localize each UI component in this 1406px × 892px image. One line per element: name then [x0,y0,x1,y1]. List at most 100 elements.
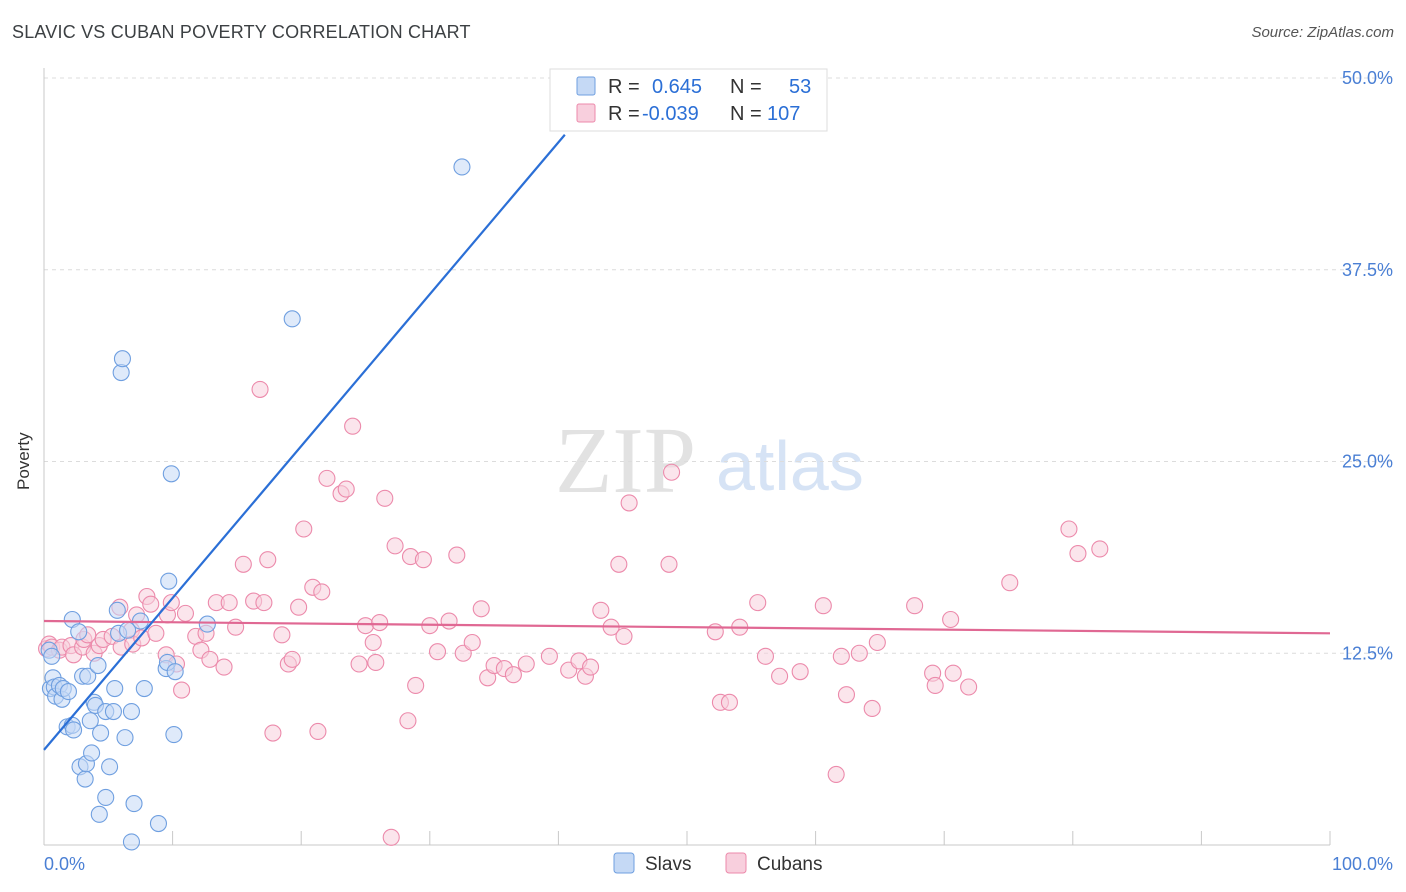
cubans-point-111 [960,678,978,696]
slavs-points [40,158,471,851]
cubans-point-89 [660,555,678,573]
cubans-point-27 [173,681,191,699]
cubans-point-61 [382,828,400,846]
chart-title: SLAVIC VS CUBAN POVERTY CORRELATION CHAR… [12,22,471,42]
x-ticks [172,831,1331,845]
slavs-point-36 [116,729,134,747]
cubans-point-32 [201,650,219,668]
slavs-point-46 [162,465,180,483]
y-tick-label-3: 50.0% [1342,68,1393,88]
cubans-point-57 [364,633,382,652]
cubans-point-72 [463,633,481,652]
legend-label-cubans: Cubans [757,854,823,875]
cubans-point-21 [142,595,160,613]
cubans-point-49 [309,722,327,741]
cubans-point-97 [771,667,789,685]
slavs-point-42 [149,814,168,833]
slavs-point-21 [83,744,101,762]
cubans-trend-line [43,619,1331,635]
cubans-point-60 [376,489,394,507]
cubans-point-78 [517,655,535,673]
legend-label-slavs: Slavs [645,854,691,875]
cubans-point-77 [504,666,522,684]
cubans-point-51 [318,469,336,487]
series-legend: Slavs Cubans [613,852,823,875]
cubans-point-95 [749,594,767,612]
cubans-point-28 [176,604,195,622]
slavs-point-19 [79,667,97,685]
cubans-point-99 [814,597,832,615]
cubans-point-50 [313,583,331,601]
slavs-point-38 [122,702,140,721]
cubans-point-87 [615,627,633,645]
slavs-point-32 [108,601,126,619]
cubans-point-101 [832,647,850,665]
legend-slavs-r-label: R = [608,76,640,98]
correlation-legend: R = 0.645 N = 53 R = -0.039 N = 107 [549,68,828,132]
cubans-point-41 [259,551,277,569]
slavs-point-45 [160,572,178,590]
cubans-point-59 [371,614,389,632]
cubans-point-65 [407,676,425,695]
cubans-point-93 [720,693,738,711]
slavs-point-17 [76,770,94,788]
slavs-point-2 [43,647,61,665]
slavs-point-30 [104,702,122,721]
slavs-point-51 [453,158,471,176]
source-credit: Source: ZipAtlas.com [1251,24,1394,41]
cubans-point-70 [448,546,466,564]
cubans-point-22 [147,624,165,642]
legend-cubans-n-value: 107 [767,103,800,125]
cubans-point-108 [926,676,944,695]
cubans-point-98 [791,663,809,681]
cubans-point-25 [162,594,180,612]
cubans-point-112 [1001,574,1019,592]
slavs-point-48 [166,663,184,681]
cubans-point-103 [850,644,868,662]
cubans-point-66 [414,551,432,569]
cubans-point-55 [350,655,368,673]
cubans-point-73 [472,600,490,618]
legend-slavs-n-value: 53 [789,76,811,98]
cubans-point-39 [251,380,269,398]
slavs-point-52 [122,833,140,851]
x-tick-label-max: 100.0% [1332,854,1393,874]
cubans-point-42 [264,724,282,742]
x-tick-label-min: 0.0% [44,854,85,874]
cubans-point-37 [234,555,252,573]
cubans-point-40 [255,594,273,612]
legend-slavs-r-value: 0.645 [652,76,702,98]
cubans-point-104 [863,699,881,718]
cubans-point-56 [356,617,375,635]
slavs-point-27 [97,788,115,806]
slavs-point-20 [81,712,99,730]
cubans-point-68 [428,643,447,661]
slavs-point-29 [101,758,119,776]
cubans-point-47 [295,520,313,538]
slavs-point-26 [92,724,110,742]
cubans-point-36 [227,618,245,636]
y-tick-labels: 12.5% 25.0% 37.5% 50.0% [1342,68,1393,663]
cubans-point-69 [440,612,458,630]
cubans-point-34 [215,658,233,676]
legend-swatch-slavs [576,76,596,96]
cubans-point-114 [1069,544,1087,563]
cubans-point-53 [337,480,355,498]
slavs-point-39 [125,795,143,813]
slavs-point-50 [283,310,301,328]
cubans-point-110 [944,664,962,682]
slavs-point-12 [65,721,83,739]
cubans-point-102 [837,686,856,704]
slavs-point-25 [90,805,108,823]
cubans-points [38,380,1109,846]
watermark-atlas: atlas [716,427,864,505]
cubans-point-88 [620,494,638,512]
cubans-point-84 [592,601,610,619]
cubans-point-62 [386,537,404,555]
slavs-point-14 [70,623,88,641]
legend-swatch-cubans-bottom [725,852,747,874]
legend-box [549,68,828,132]
legend-swatch-cubans [576,103,596,123]
legend-cubans-n-label: N = [730,103,762,125]
